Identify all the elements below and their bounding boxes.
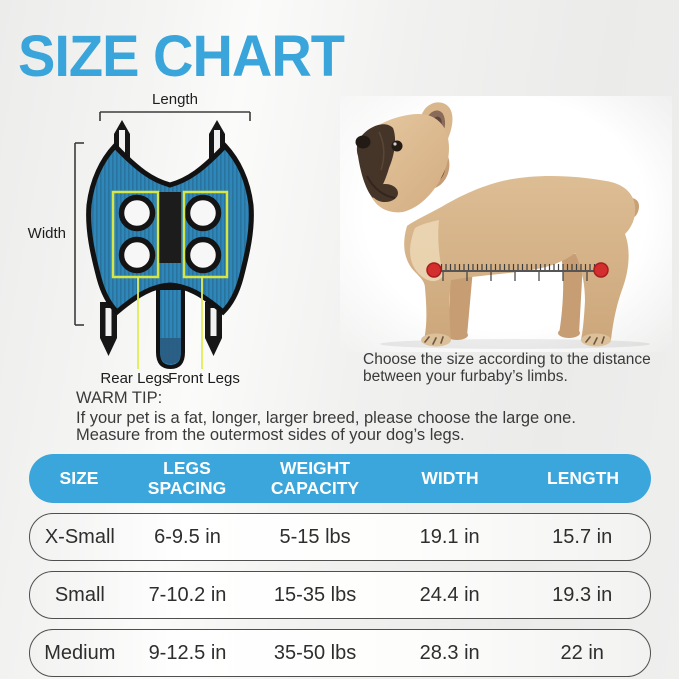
dog-eye	[391, 140, 403, 152]
dog-head	[355, 102, 453, 213]
size-table: SIZE LEGS SPACING WEIGHT CAPACITY WIDTH …	[29, 454, 651, 677]
warm-tip-heading: WARM TIP:	[76, 389, 163, 407]
harness-diagram-svg: Length Width	[28, 91, 254, 387]
table-row-xsmall: X-Small 6-9.5 in 5-15 lbs 19.1 in 15.7 i…	[29, 513, 651, 561]
warm-tip-line2: Measure from the outermost sides of your…	[76, 426, 465, 444]
front-legs-label: Front Legs	[168, 370, 240, 387]
cell-width: 24.4 in	[419, 583, 480, 606]
cell-size: Small	[54, 583, 105, 606]
cell-legs-spacing: 9-12.5 in	[148, 641, 227, 664]
warm-tip-line1: If your pet is a fat, longer, larger bre…	[76, 408, 576, 427]
cell-size: Medium	[44, 641, 116, 664]
width-bracket	[74, 142, 84, 326]
cell-length: 22 in	[560, 641, 604, 664]
cell-length: 15.7 in	[552, 525, 613, 548]
header-cell-length: LENGTH	[547, 467, 619, 488]
header-cell-size: SIZE	[59, 467, 99, 488]
dog-body	[404, 175, 640, 347]
photo-caption-line1: Choose the size according to the distanc…	[363, 351, 651, 368]
cell-legs-spacing: 7-10.2 in	[148, 583, 227, 606]
harness-straps	[100, 120, 225, 356]
dog-photo	[340, 96, 672, 352]
table-row-small: Small 7-10.2 in 15-35 lbs 24.4 in 19.3 i…	[29, 571, 651, 619]
cell-width: 19.1 in	[419, 525, 480, 548]
measuring-ruler	[426, 262, 609, 281]
rear-legs-label: Rear Legs	[100, 370, 169, 387]
length-bracket	[99, 111, 251, 121]
header-cell-weight-capacity: WEIGHT CAPACITY	[270, 457, 360, 498]
harness-velcro-panel	[159, 192, 181, 263]
dog-nose	[355, 135, 371, 149]
harness-diagram: Length Width	[20, 88, 320, 396]
length-label: Length	[152, 91, 198, 108]
harness-leg-holes	[118, 194, 222, 274]
cell-legs-spacing: 6-9.5 in	[154, 525, 221, 548]
warm-tip: WARM TIP: If your pet is a fat, longer, …	[76, 389, 646, 445]
size-table-header: SIZE LEGS SPACING WEIGHT CAPACITY WIDTH …	[29, 454, 651, 503]
ruler-end-marker-left	[426, 262, 442, 278]
cell-length: 19.3 in	[552, 583, 613, 606]
table-row-medium: Medium 9-12.5 in 35-50 lbs 28.3 in 22 in	[29, 629, 651, 677]
dog-illustration	[355, 102, 650, 349]
page-title: SIZE CHART	[18, 23, 345, 89]
photo-caption-line2: between your furbaby’s limbs.	[363, 368, 568, 385]
header-cell-width: WIDTH	[421, 467, 479, 488]
highlight-leader-lines	[137, 277, 203, 369]
leg-hole-highlights	[111, 190, 229, 279]
cell-size: X-Small	[44, 525, 115, 548]
cell-width: 28.3 in	[419, 641, 480, 664]
cell-weight-capacity: 5-15 lbs	[279, 525, 351, 548]
photo-caption: Choose the size according to the distanc…	[363, 351, 663, 385]
width-label: Width	[28, 225, 66, 242]
header-cell-legs-spacing: LEGS SPACING	[147, 457, 227, 498]
ruler-end-marker-right	[593, 262, 609, 278]
cell-weight-capacity: 35-50 lbs	[273, 641, 357, 664]
cell-weight-capacity: 15-35 lbs	[273, 583, 357, 606]
